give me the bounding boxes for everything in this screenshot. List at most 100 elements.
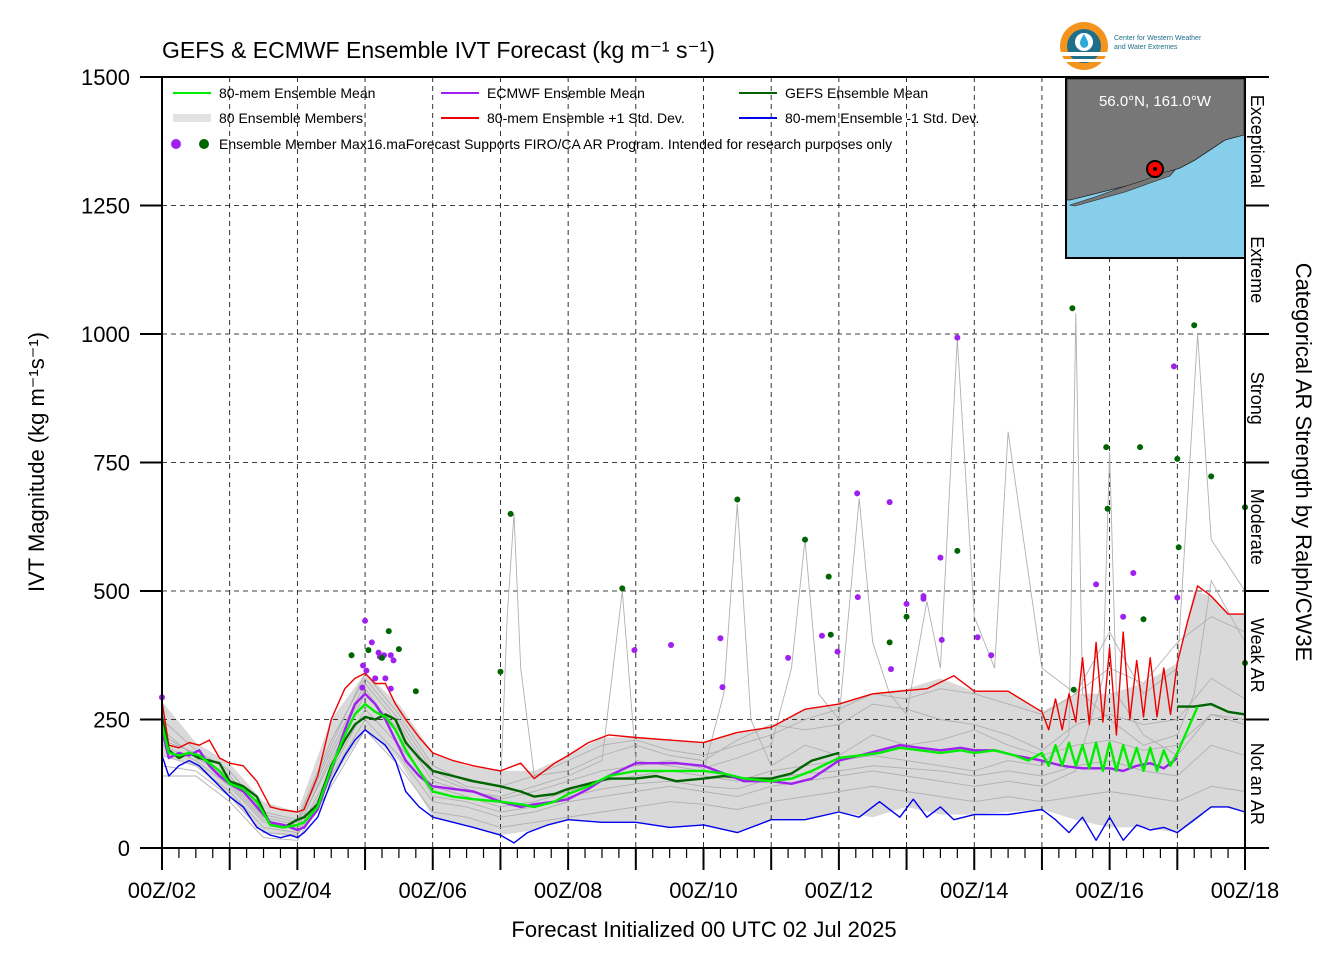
x-tick-label: 00Z/08 [534, 878, 603, 903]
ensemble-member-line [161, 616, 1246, 823]
ar-strength-axis-label: Categorical AR Strength by Ralph/CW3E [1291, 263, 1316, 662]
y-tick-label: 750 [93, 451, 130, 476]
ecmwf-member-max-point [387, 652, 394, 659]
gefs-member-max-point [507, 510, 514, 517]
ecmwf-member-max-point [974, 634, 981, 641]
x-tick-label: 00Z/16 [1075, 878, 1144, 903]
gefs-member-max-point [619, 585, 626, 592]
legend-label: 80-mem Ensemble +1 Std. Dev. [487, 110, 685, 126]
location-marker-center [1153, 167, 1157, 171]
series-lines-layer [160, 585, 1246, 844]
legend: 80-mem Ensemble Mean ECMWF Ensemble Mean G… [171, 85, 979, 152]
ecmwf-member-max-point [1170, 363, 1177, 370]
x-tick-label: 00Z/06 [399, 878, 468, 903]
ar-category-label: Extreme [1247, 236, 1267, 303]
gefs-member-max-point [734, 496, 741, 503]
legend-gefs-max-marker [199, 139, 209, 149]
gefs-member-max-point [1070, 686, 1077, 693]
ensemble-member-line [161, 503, 1246, 828]
legend-ecmwf-max-marker [171, 139, 181, 149]
ecmwf-member-max-point [785, 654, 792, 661]
ecmwf-member-max-point [886, 499, 893, 506]
gefs-member-max-point [827, 631, 834, 638]
cw3e-logo-mark [1060, 22, 1108, 70]
ecmwf-member-max-point [854, 594, 861, 601]
legend-marker-label: Ensemble Member Max16.maForecast Support… [219, 136, 892, 152]
gefs-member-max-point [825, 573, 832, 580]
plus-std-dev-line [161, 585, 1245, 813]
gefs-member-max-point [1175, 544, 1182, 551]
legend-label: GEFS Ensemble Mean [785, 85, 928, 101]
ensemble-member-line [162, 729, 1246, 841]
gefs-member-max-point [365, 647, 372, 654]
chart-title: GEFS & ECMWF Ensemble IVT Forecast (kg m… [162, 37, 715, 63]
ecmwf-member-max-point [631, 647, 638, 654]
gefs-member-max-point [886, 639, 893, 646]
member-max-points-layer [159, 305, 1248, 701]
y-tick-label: 0 [118, 836, 130, 861]
ecmwf-member-max-point [368, 639, 375, 646]
ecmwf-member-max-point [938, 636, 945, 643]
x-tick-label: 00Z/04 [263, 878, 332, 903]
ensemble-mean-line [160, 702, 1199, 829]
x-tick-label: 00Z/18 [1211, 878, 1280, 903]
y-tick-label: 1250 [81, 194, 130, 219]
x-tick-label: 00Z/12 [805, 878, 874, 903]
inset-coordinates: 56.0°N, 161.0°W [1099, 93, 1212, 110]
ecmwf-member-max-point [818, 632, 825, 639]
ecmwf-member-max-point [360, 662, 367, 669]
gefs-member-max-point [1208, 473, 1215, 480]
ecmwf-member-max-point [668, 641, 675, 648]
gefs-member-max-point [802, 536, 809, 543]
ecmwf-member-max-point [988, 652, 995, 659]
gefs-member-max-point [1103, 444, 1110, 451]
cw3e-logo: Center for Western Weather and Water Ext… [1058, 20, 1298, 72]
minus-std-dev-line [161, 729, 1246, 844]
x-tick-label: 00Z/02 [128, 878, 197, 903]
x-axis-label: Forecast Initialized 00 UTC 02 Jul 2025 [511, 917, 896, 942]
ar-category-label: Strong [1247, 372, 1267, 425]
x-tick-label: 00Z/14 [940, 878, 1009, 903]
ar-category-label: Exceptional [1247, 95, 1267, 188]
ecmwf-member-max-point [920, 595, 927, 602]
ensemble-member-line [161, 513, 1246, 821]
ecmwf-member-max-point [382, 675, 389, 682]
cw3e-logo-text: Center for Western Weather and Water Ext… [1114, 34, 1254, 52]
y-tick-label: 1500 [81, 65, 130, 90]
ecmwf-member-max-point [390, 657, 397, 664]
legend-label: ECMWF Ensemble Mean [487, 85, 645, 101]
ecmwf-member-max-point [854, 490, 861, 497]
axes-layer: 0 250 500 750 1000 1250 1500 00Z/02 00Z/04 00Z/06… [81, 65, 1279, 903]
y-tick-label: 500 [93, 579, 130, 604]
logo-text-line-1: Center for Western Weather [1114, 35, 1202, 42]
ecmwf-member-max-point [834, 648, 841, 655]
gefs-member-max-point [903, 613, 910, 620]
gefs-member-max-point [1104, 505, 1111, 512]
ecmwf-member-max-point [1130, 570, 1137, 577]
ecmwf-member-max-point [887, 666, 894, 673]
ecmwf-member-max-point [903, 600, 910, 607]
gefs-mean-line [160, 713, 840, 829]
location-inset-map: 56.0°N, 161.0°W [1065, 77, 1246, 259]
ecmwf-member-max-point [1174, 594, 1181, 601]
legend-label: 80-mem Ensemble -1 Std. Dev. [785, 110, 979, 126]
legend-label: 80-mem Ensemble Mean [219, 85, 375, 101]
gefs-member-max-point [1174, 455, 1181, 462]
gefs-member-max-point [412, 688, 419, 695]
y-tick-label: 1000 [81, 322, 130, 347]
gefs-member-max-point [1137, 444, 1144, 451]
legend-label: 80 Ensemble Members [219, 110, 363, 126]
ecmwf-member-max-point [1120, 613, 1127, 620]
ensemble-member-line [161, 452, 1246, 836]
ecmwf-member-max-point [362, 617, 369, 624]
ecmwf-member-max-point [717, 635, 724, 642]
inset-peninsula [1068, 169, 1176, 207]
gefs-member-max-point [1069, 305, 1076, 312]
gefs-member-max-point [497, 668, 504, 675]
ecmwf-member-max-point [387, 685, 394, 692]
x-tick-label: 00Z/10 [669, 878, 738, 903]
gefs-member-max-point [378, 654, 385, 661]
ecmwf-member-max-point [1093, 581, 1100, 588]
